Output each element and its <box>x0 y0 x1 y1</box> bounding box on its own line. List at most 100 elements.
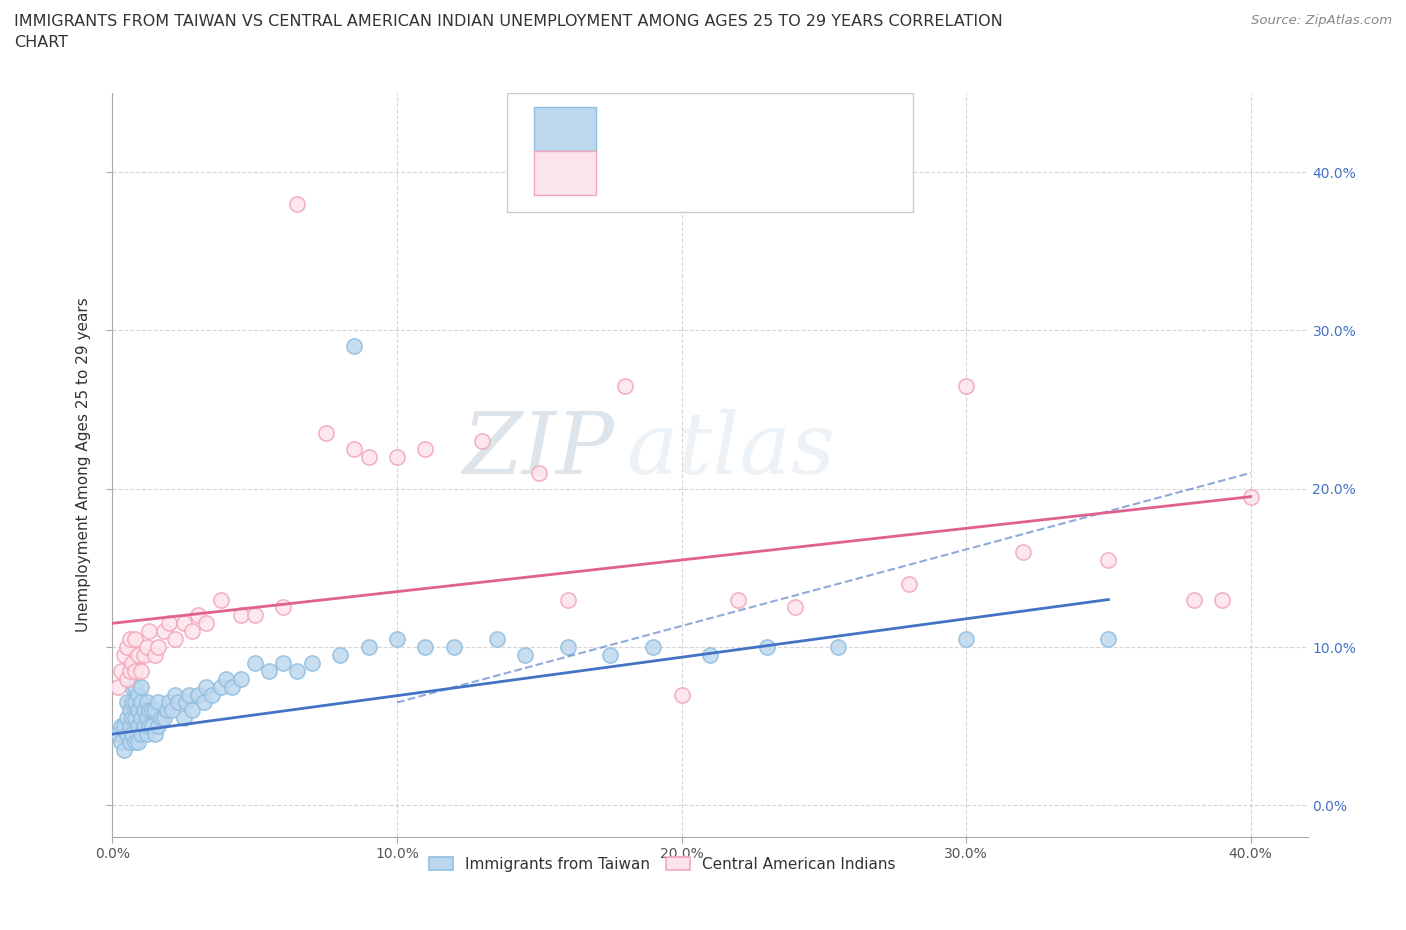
Point <box>132 647 155 662</box>
Point <box>415 640 437 655</box>
Point <box>121 711 143 725</box>
Point <box>162 703 183 718</box>
Point <box>229 608 252 623</box>
Point <box>271 600 294 615</box>
Text: Source: ZipAtlas.com: Source: ZipAtlas.com <box>1251 14 1392 27</box>
Point <box>257 663 280 678</box>
Point <box>138 703 160 718</box>
Point <box>529 466 551 481</box>
Point <box>1211 592 1233 607</box>
Point <box>785 600 807 615</box>
Point <box>215 671 238 686</box>
Point <box>141 703 163 718</box>
Point <box>118 631 141 646</box>
Point <box>127 647 149 662</box>
Text: N = 48: N = 48 <box>752 165 814 182</box>
Point <box>201 687 224 702</box>
Point <box>129 679 152 694</box>
Point <box>898 577 921 591</box>
Point <box>271 656 294 671</box>
Point <box>195 679 218 694</box>
Point <box>343 339 366 353</box>
Point <box>343 442 366 457</box>
Point <box>146 640 169 655</box>
Point <box>315 426 337 441</box>
Point <box>129 663 152 678</box>
Point <box>613 379 636 393</box>
Point <box>143 726 166 741</box>
Point <box>143 647 166 662</box>
Point <box>165 687 187 702</box>
Point <box>755 640 778 655</box>
Point <box>112 647 135 662</box>
Point <box>513 647 536 662</box>
Point <box>110 735 132 750</box>
Point <box>152 711 174 725</box>
Point <box>221 679 243 694</box>
Point <box>118 703 141 718</box>
Text: IMMIGRANTS FROM TAIWAN VS CENTRAL AMERICAN INDIAN UNEMPLOYMENT AMONG AGES 25 TO : IMMIGRANTS FROM TAIWAN VS CENTRAL AMERIC… <box>14 14 1002 29</box>
Point <box>138 624 160 639</box>
Point <box>127 719 149 734</box>
Point <box>1240 489 1263 504</box>
Point <box>124 695 146 710</box>
Point <box>152 624 174 639</box>
Point <box>115 640 138 655</box>
Point <box>1097 552 1119 567</box>
Point <box>287 196 309 211</box>
Point <box>112 742 135 757</box>
Point <box>124 663 146 678</box>
Point <box>121 656 143 671</box>
Point <box>193 695 215 710</box>
Point <box>485 631 508 646</box>
Point <box>471 433 494 448</box>
Point <box>385 631 408 646</box>
Point <box>181 703 204 718</box>
Point <box>955 631 977 646</box>
Text: ZIP: ZIP <box>463 409 614 491</box>
Point <box>187 687 209 702</box>
Point <box>115 695 138 710</box>
Point <box>165 631 187 646</box>
Point <box>124 735 146 750</box>
Text: N = 80: N = 80 <box>752 120 814 138</box>
Point <box>329 647 352 662</box>
Point <box>699 647 721 662</box>
Point <box>827 640 849 655</box>
Point <box>141 719 163 734</box>
Point <box>135 711 157 725</box>
Point <box>157 695 180 710</box>
Text: R = 0.299: R = 0.299 <box>609 120 699 138</box>
Point <box>121 695 143 710</box>
Point <box>135 695 157 710</box>
Point <box>209 592 232 607</box>
Point <box>132 703 155 718</box>
Point <box>179 687 201 702</box>
FancyBboxPatch shape <box>534 152 596 195</box>
FancyBboxPatch shape <box>508 93 914 212</box>
Point <box>132 719 155 734</box>
Point <box>124 631 146 646</box>
Point <box>385 449 408 464</box>
Point <box>599 647 621 662</box>
Point <box>146 695 169 710</box>
Point <box>643 640 665 655</box>
Point <box>127 735 149 750</box>
Point <box>107 679 129 694</box>
Point <box>357 640 380 655</box>
Text: CHART: CHART <box>14 35 67 50</box>
Point <box>173 616 195 631</box>
Text: R = 0.186: R = 0.186 <box>609 165 699 182</box>
Point <box>129 726 152 741</box>
Point <box>155 703 177 718</box>
Point <box>115 711 138 725</box>
Point <box>1097 631 1119 646</box>
Point <box>157 616 180 631</box>
Point <box>118 663 141 678</box>
FancyBboxPatch shape <box>534 107 596 151</box>
Point <box>443 640 465 655</box>
Legend: Immigrants from Taiwan, Central American Indians: Immigrants from Taiwan, Central American… <box>423 850 901 878</box>
Point <box>127 703 149 718</box>
Point <box>129 695 152 710</box>
Point <box>135 640 157 655</box>
